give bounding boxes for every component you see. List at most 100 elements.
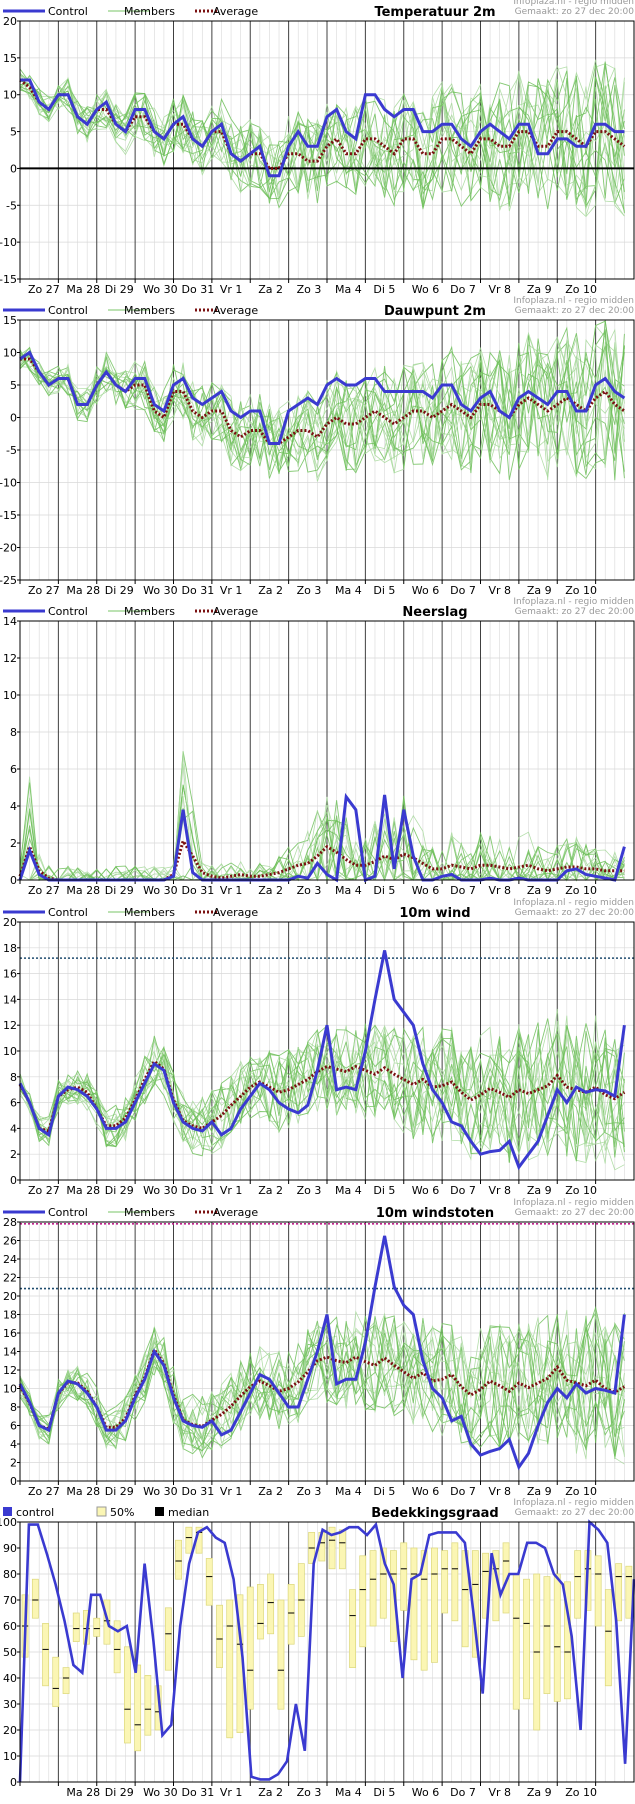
x-tick-label: Ma 4 bbox=[335, 1485, 362, 1498]
spread-box bbox=[226, 1599, 234, 1739]
made-label: Gemaakt: zo 27 dec 20:00 bbox=[515, 908, 635, 918]
member-line bbox=[19, 341, 625, 482]
spread-box bbox=[42, 1623, 49, 1687]
x-tick-label: Do 7 bbox=[450, 884, 476, 897]
y-tick-label: 0 bbox=[10, 1776, 17, 1789]
member-line bbox=[19, 329, 625, 476]
x-tick-label: Wo 30 bbox=[143, 1184, 177, 1197]
y-tick-label: 6 bbox=[10, 1097, 17, 1110]
member-line bbox=[19, 77, 625, 208]
y-tick-label: 5 bbox=[10, 379, 17, 392]
y-tick-label: 20 bbox=[3, 1724, 17, 1737]
legend-members-label: Members bbox=[124, 1206, 175, 1219]
member-line bbox=[19, 1026, 625, 1164]
x-tick-label: Wo 30 bbox=[143, 884, 177, 897]
y-tick-label: 10 bbox=[3, 1045, 17, 1058]
plot-border bbox=[19, 620, 635, 881]
y-tick-label: 10 bbox=[3, 89, 17, 102]
y-tick-label: 0 bbox=[10, 412, 17, 425]
legend-average-label: Average bbox=[213, 5, 258, 18]
plot-border bbox=[19, 1521, 635, 1783]
spread-box bbox=[277, 1599, 285, 1710]
chart-marks bbox=[18, 921, 635, 1181]
y-tick-label: 2 bbox=[10, 1148, 17, 1161]
spread-box bbox=[512, 1573, 520, 1710]
spread-box bbox=[349, 1589, 356, 1668]
x-tick-label: Zo 27 bbox=[28, 884, 60, 897]
source-label: Infoplaza.nl - regio midden bbox=[513, 1498, 634, 1508]
x-tick-label: Do 31 bbox=[182, 1184, 215, 1197]
y-tick-label: 12 bbox=[3, 1364, 17, 1377]
spread-box bbox=[369, 1550, 377, 1627]
x-tick-label: Zo 27 bbox=[28, 584, 60, 597]
member-line bbox=[19, 795, 625, 882]
made-label: Gemaakt: zo 27 dec 20:00 bbox=[515, 1508, 635, 1518]
y-tick-label: 16 bbox=[3, 968, 17, 981]
y-tick-label: 16 bbox=[3, 1327, 17, 1340]
chart-marks bbox=[18, 1221, 635, 1482]
legend-control-swatch bbox=[3, 1507, 12, 1516]
source-label: Infoplaza.nl - regio midden bbox=[513, 296, 634, 306]
x-tick-label: Ma 4 bbox=[335, 283, 362, 296]
x-tick-label: Wo 30 bbox=[143, 1485, 177, 1498]
x-tick-label: Wo 6 bbox=[412, 884, 439, 897]
y-tick-label: -10 bbox=[0, 477, 17, 490]
x-tick-label: Vr 1 bbox=[220, 884, 243, 897]
source-label: Infoplaza.nl - regio midden bbox=[513, 1198, 634, 1208]
x-tick-label: Zo 27 bbox=[28, 1184, 60, 1197]
x-tick-label: Zo 10 bbox=[565, 1485, 597, 1498]
x-tick-label: Vr 1 bbox=[220, 1485, 243, 1498]
x-tick-label: Di 5 bbox=[373, 584, 395, 597]
spread-box bbox=[400, 1542, 408, 1611]
y-tick-label: 28 bbox=[3, 1216, 17, 1229]
member-line bbox=[19, 1305, 625, 1455]
y-tick-label: 18 bbox=[3, 942, 17, 955]
chart-frame: -25 -20 -15 -10 -5 0 5 10 15 Zo 27 Ma 28 Di 29 Wo 30… bbox=[0, 314, 634, 597]
y-tick-label: 4 bbox=[10, 1122, 17, 1135]
average-series-line bbox=[18, 1058, 626, 1133]
legend-control-label: Control bbox=[48, 605, 88, 618]
control-series-line bbox=[20, 78, 625, 178]
x-tick-label: Za 2 bbox=[258, 884, 283, 897]
spread-box bbox=[523, 1578, 530, 1700]
spread-box bbox=[216, 1604, 223, 1668]
x-tick-label: Di 29 bbox=[105, 1485, 134, 1498]
y-tick-label: 2 bbox=[10, 837, 17, 850]
x-tick-label: Do 31 bbox=[182, 1485, 215, 1498]
x-tick-label: Ma 4 bbox=[335, 1786, 362, 1799]
spread-box bbox=[338, 1529, 346, 1570]
x-tick-label: Zo 27 bbox=[28, 1485, 60, 1498]
member-line bbox=[19, 1022, 625, 1151]
legend-members-label: Members bbox=[124, 5, 175, 18]
chart-header: control 50% median Bedekkingsgraad Infoplaza… bbox=[3, 1498, 634, 1521]
x-tick-label: Za 9 bbox=[527, 1485, 552, 1498]
spread-box bbox=[257, 1584, 264, 1640]
x-tick-label: Zo 10 bbox=[565, 1786, 597, 1799]
x-tick-label: Di 5 bbox=[373, 1184, 395, 1197]
x-tick-label: Zo 3 bbox=[297, 1786, 322, 1799]
chart-title: 10m wind bbox=[399, 906, 470, 921]
y-tick-label: 4 bbox=[10, 800, 17, 813]
x-tick-label: Di 29 bbox=[105, 584, 134, 597]
x-tick-label: Wo 30 bbox=[143, 283, 177, 296]
x-tick-label: Wo 6 bbox=[412, 1485, 439, 1498]
y-tick-label: 80 bbox=[3, 1568, 17, 1581]
x-tick-label: Ma 28 bbox=[66, 584, 100, 597]
y-tick-label: 20 bbox=[3, 15, 17, 28]
x-tick-label: Di 5 bbox=[373, 1786, 395, 1799]
spread-box bbox=[604, 1589, 612, 1687]
x-tick-label: Di 29 bbox=[105, 283, 134, 296]
plot-border bbox=[19, 319, 635, 581]
x-tick-label: Do 7 bbox=[450, 1184, 476, 1197]
spread-box bbox=[287, 1584, 295, 1645]
member-line bbox=[19, 75, 625, 208]
legend-average-label: Average bbox=[213, 605, 258, 618]
y-tick-label: 12 bbox=[3, 652, 17, 665]
y-tick-label: 10 bbox=[3, 1750, 17, 1763]
x-tick-label: Ma 4 bbox=[335, 584, 362, 597]
legend-members-label: Members bbox=[124, 605, 175, 618]
y-tick-label: 0 bbox=[10, 1475, 17, 1488]
member-line bbox=[19, 808, 625, 882]
x-tick-label: Zo 27 bbox=[28, 283, 60, 296]
